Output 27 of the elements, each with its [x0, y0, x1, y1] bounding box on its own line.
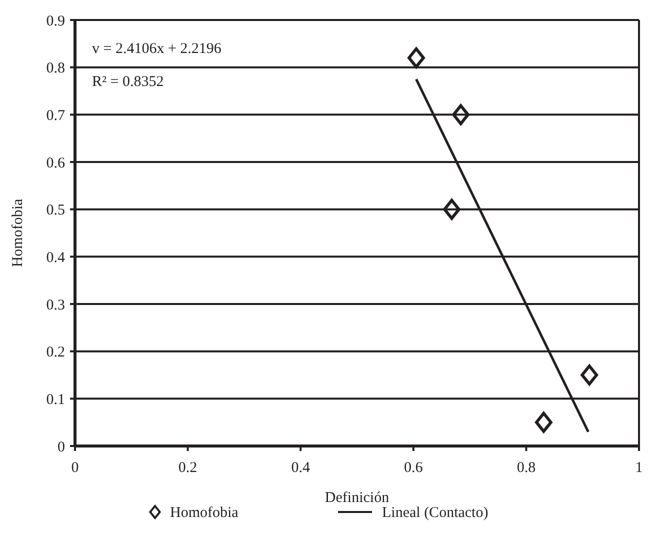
x-axis-title: Definición [324, 490, 390, 506]
y-tick-label: 0 [58, 439, 65, 456]
y-tick-label: 0.2 [46, 344, 65, 361]
y-tick-label: 0.7 [46, 108, 66, 124]
y-tick-label: 0.4 [46, 250, 66, 266]
legend-label: Homofobia [170, 505, 239, 521]
y-tick-label: 0.1 [46, 392, 65, 408]
annotation: v = 2.4106x + 2.2196 [92, 41, 222, 57]
point [534, 412, 552, 433]
y-tick-label: 0.9 [46, 13, 65, 30]
x-tick-label: 0 [71, 460, 79, 476]
point [408, 47, 425, 68]
point [580, 364, 598, 386]
x-tick-label: 0.6 [404, 460, 424, 476]
x-tick-label: 1 [635, 460, 643, 476]
annotation: R² = 0.8352 [92, 74, 164, 90]
x-tick-label: 0.2 [178, 460, 198, 476]
y-tick-label: 0.5 [46, 202, 65, 219]
point [443, 198, 460, 220]
x-tick-label: 0.8 [516, 460, 536, 476]
y-axis-title: Homofobia [10, 198, 26, 268]
point [452, 104, 470, 126]
legend-label: Lineal (Contacto) [382, 505, 488, 521]
y-tick-label: 0.3 [46, 297, 65, 314]
y-tick-label: 0.8 [46, 60, 65, 77]
x-tick-label: 0.4 [291, 460, 310, 476]
y-tick-label: 0.6 [46, 155, 66, 172]
